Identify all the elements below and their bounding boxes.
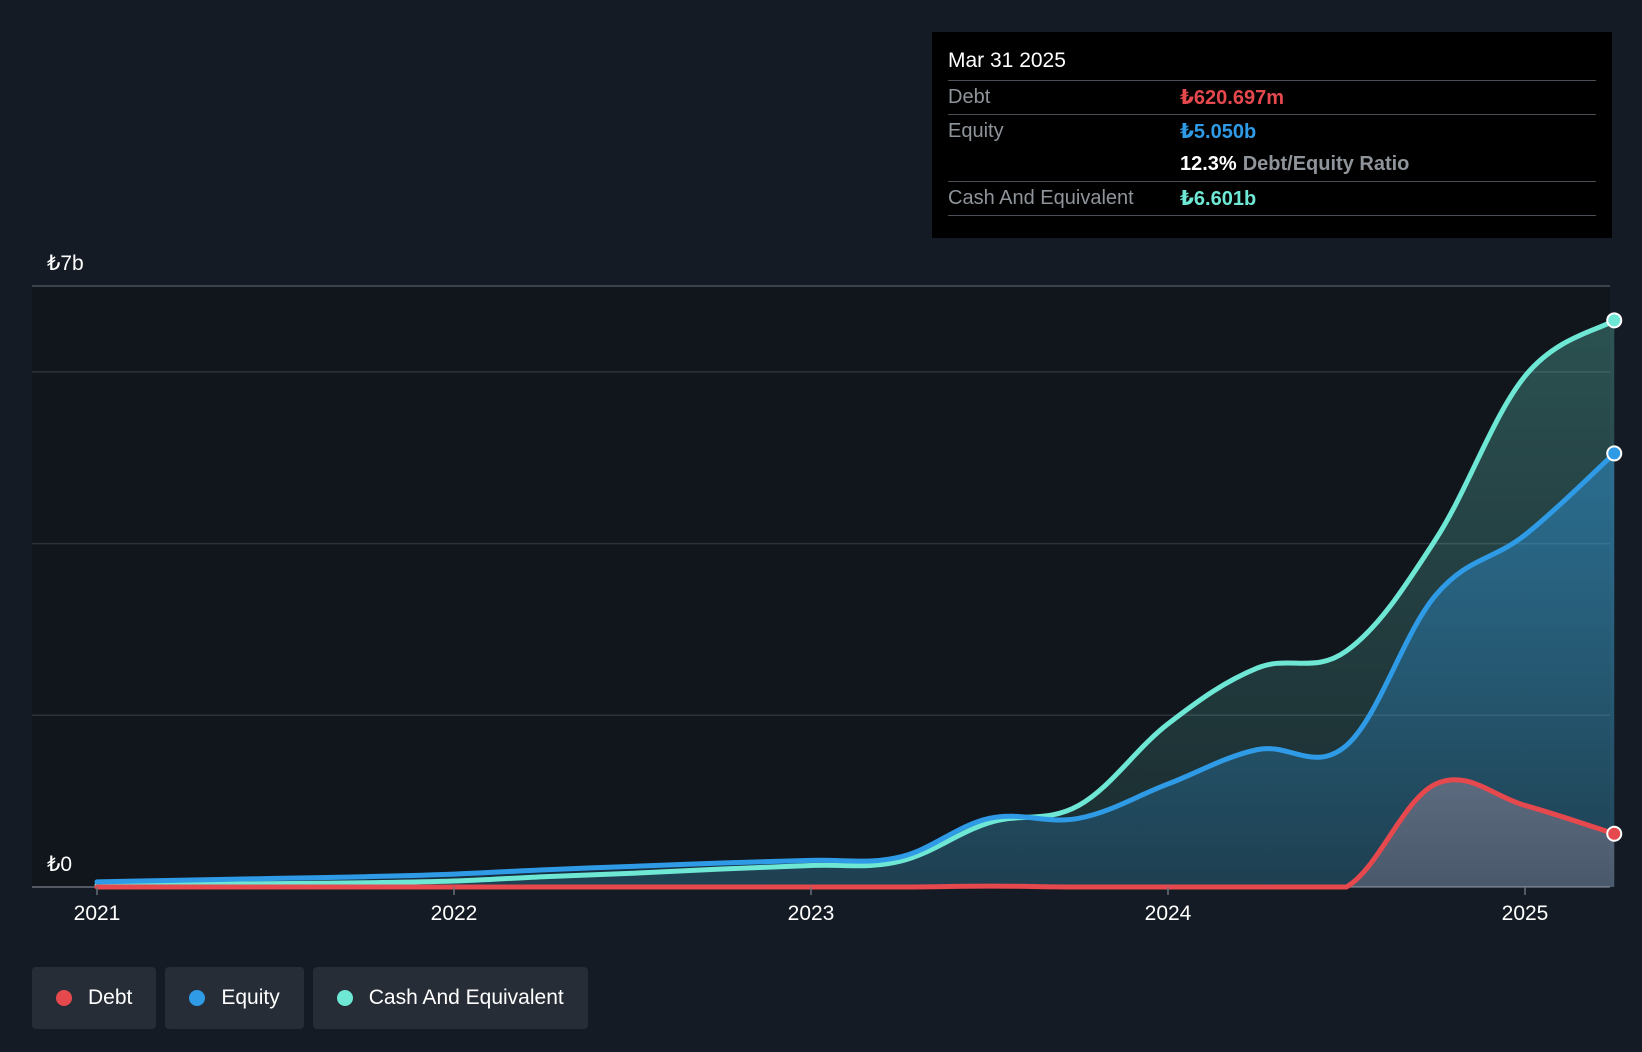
tooltip-debt-value: ₺620.697m (1180, 87, 1284, 109)
equity-line (94, 450, 1617, 885)
tooltip-debt-label: Debt (948, 86, 991, 108)
cash-dot-icon (336, 990, 353, 1006)
equity-end-point (1606, 445, 1623, 462)
tooltip-equity-value: ₺5.050b (1180, 121, 1257, 143)
tooltip-date: Mar 31 2025 (948, 46, 1596, 81)
legend-label-debt: Debt (88, 986, 133, 1009)
chart-tooltip: Mar 31 2025 Debt ₺620.697m Equity ₺5.050… (932, 32, 1612, 238)
x-tick-label: 2024 (1145, 902, 1192, 925)
tooltip-ratio-label: Debt/Equity Ratio (1242, 153, 1410, 175)
legend-item-debt[interactable]: Debt (32, 967, 157, 1029)
tooltip-cash-value: ₺6.601b (1180, 188, 1257, 210)
cash-end-point (1606, 312, 1623, 329)
tooltip-row-ratio: 12.3% Debt/Equity Ratio (948, 148, 1596, 182)
equity-area (97, 453, 1615, 887)
legend-label-equity: Equity (221, 986, 280, 1009)
tooltip-equity-label: Equity (948, 120, 1004, 142)
tooltip-row-equity: Equity ₺5.050b (948, 115, 1596, 148)
tooltip-ratio-value: 12.3% (1180, 153, 1237, 175)
debt-end-point (1606, 825, 1623, 842)
x-tick-label: 2023 (788, 902, 835, 925)
legend-label-cash: Cash And Equivalent (368, 986, 564, 1009)
chart-legend: Debt Equity Cash And Equivalent (32, 967, 588, 1029)
x-tick-label: 2025 (1502, 902, 1549, 925)
equity-dot-icon (189, 990, 206, 1006)
legend-item-equity[interactable]: Equity (165, 967, 304, 1029)
x-tick-label: 2022 (431, 902, 478, 925)
debt-dot-icon (56, 990, 72, 1006)
tooltip-row-debt: Debt ₺620.697m (948, 81, 1596, 115)
y-axis-label-bottom: ₺0 (47, 853, 72, 876)
legend-item-cash[interactable]: Cash And Equivalent (312, 967, 588, 1029)
tooltip-cash-label: Cash And Equivalent (948, 187, 1134, 209)
cash-area (97, 320, 1615, 887)
y-axis-label-top: ₺7b (47, 252, 84, 275)
tooltip-row-cash: Cash And Equivalent ₺6.601b (948, 182, 1596, 216)
debt-line (94, 777, 1617, 890)
cash-line (94, 317, 1617, 888)
x-tick-label: 2021 (74, 902, 121, 925)
debt-area (97, 779, 1615, 887)
